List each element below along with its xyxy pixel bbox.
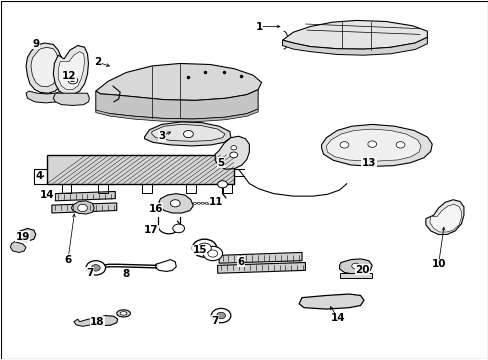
- Text: 4: 4: [35, 171, 42, 181]
- Circle shape: [211, 309, 230, 323]
- Circle shape: [339, 141, 348, 148]
- Polygon shape: [219, 252, 302, 263]
- Polygon shape: [53, 93, 89, 105]
- Circle shape: [68, 77, 78, 84]
- Polygon shape: [425, 200, 463, 234]
- Polygon shape: [52, 203, 117, 213]
- Polygon shape: [96, 90, 258, 119]
- Polygon shape: [10, 242, 26, 252]
- Text: 11: 11: [208, 197, 223, 207]
- Circle shape: [217, 181, 227, 188]
- Circle shape: [197, 243, 211, 253]
- Polygon shape: [339, 259, 371, 274]
- Text: 18: 18: [90, 317, 104, 327]
- Circle shape: [170, 200, 180, 207]
- Text: 13: 13: [361, 158, 375, 168]
- Polygon shape: [71, 201, 94, 214]
- Polygon shape: [74, 318, 97, 326]
- Text: 14: 14: [330, 313, 345, 323]
- Text: 2: 2: [94, 57, 102, 67]
- Text: 7: 7: [211, 316, 219, 325]
- Polygon shape: [53, 45, 88, 95]
- Text: 7: 7: [85, 267, 93, 278]
- Circle shape: [207, 250, 217, 257]
- Circle shape: [201, 202, 203, 204]
- Polygon shape: [321, 125, 431, 166]
- Text: 20: 20: [354, 265, 369, 275]
- Circle shape: [78, 204, 87, 212]
- Circle shape: [216, 312, 225, 319]
- Ellipse shape: [120, 312, 127, 315]
- Polygon shape: [144, 122, 230, 146]
- Circle shape: [204, 202, 207, 204]
- Polygon shape: [152, 125, 224, 141]
- Text: 5: 5: [217, 158, 224, 168]
- Text: 17: 17: [143, 225, 158, 235]
- Circle shape: [351, 263, 359, 269]
- Text: 9: 9: [32, 39, 40, 49]
- Polygon shape: [16, 228, 36, 242]
- Polygon shape: [282, 21, 427, 49]
- Circle shape: [203, 246, 222, 261]
- Polygon shape: [282, 37, 427, 55]
- Circle shape: [230, 145, 236, 150]
- Text: 16: 16: [148, 204, 163, 214]
- Text: 12: 12: [61, 71, 76, 81]
- Polygon shape: [215, 136, 249, 169]
- Polygon shape: [159, 194, 193, 213]
- Text: 3: 3: [158, 131, 165, 141]
- Circle shape: [367, 141, 376, 147]
- Polygon shape: [156, 260, 176, 271]
- Circle shape: [208, 202, 211, 204]
- Circle shape: [183, 131, 193, 138]
- Polygon shape: [47, 155, 233, 184]
- Circle shape: [395, 141, 404, 148]
- Circle shape: [192, 239, 216, 257]
- Polygon shape: [217, 262, 305, 273]
- Polygon shape: [96, 109, 258, 122]
- Text: 14: 14: [40, 190, 54, 200]
- Circle shape: [172, 224, 184, 233]
- Text: 15: 15: [192, 245, 206, 255]
- Text: 6: 6: [237, 257, 244, 267]
- Text: 10: 10: [430, 259, 445, 269]
- Circle shape: [229, 152, 237, 158]
- Polygon shape: [93, 316, 118, 325]
- Polygon shape: [26, 90, 66, 103]
- Ellipse shape: [117, 310, 130, 317]
- Circle shape: [91, 265, 100, 271]
- Polygon shape: [326, 129, 420, 161]
- Polygon shape: [26, 43, 64, 93]
- Polygon shape: [96, 63, 261, 100]
- Circle shape: [71, 79, 75, 82]
- Polygon shape: [55, 192, 115, 201]
- Circle shape: [197, 202, 200, 204]
- Polygon shape: [429, 204, 461, 232]
- Text: 19: 19: [16, 232, 30, 242]
- Text: 1: 1: [255, 22, 262, 32]
- Text: 8: 8: [122, 269, 130, 279]
- Polygon shape: [58, 51, 84, 90]
- Polygon shape: [299, 294, 363, 309]
- Circle shape: [193, 202, 196, 204]
- Polygon shape: [339, 273, 371, 278]
- Polygon shape: [31, 47, 58, 87]
- Circle shape: [86, 261, 105, 275]
- Text: 6: 6: [64, 255, 71, 265]
